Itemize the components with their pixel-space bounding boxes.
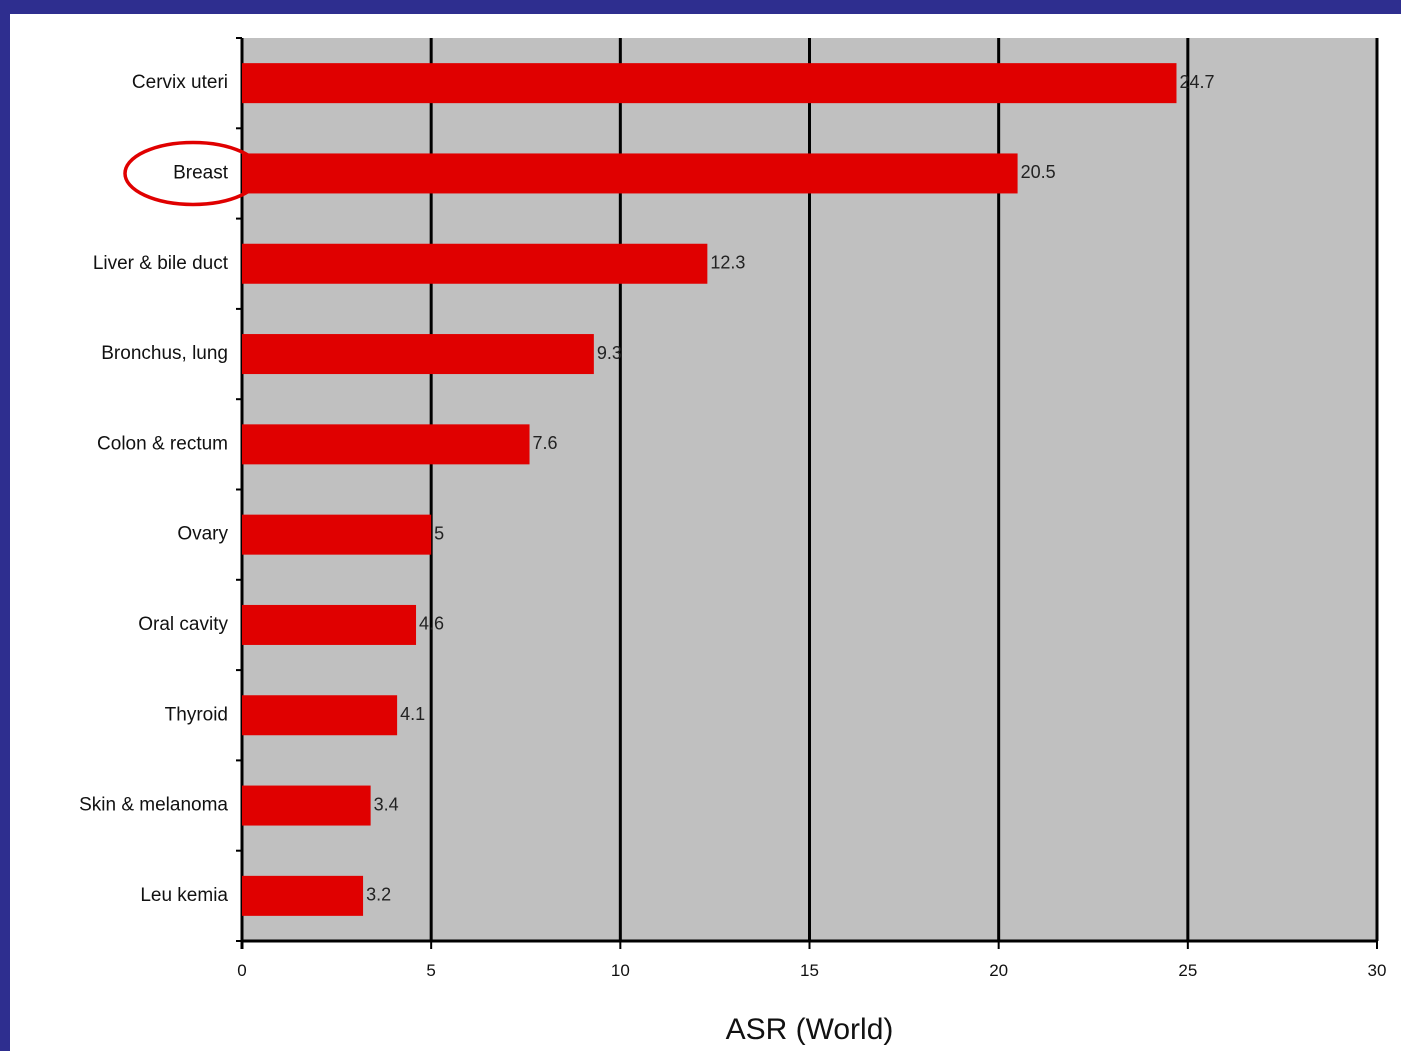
category-label-thyroid: Thyroid — [165, 704, 228, 725]
x-tick-label-15: 15 — [800, 961, 819, 980]
bars — [242, 63, 1177, 916]
value-label-ovary: 5 — [434, 523, 444, 543]
bar-cervix-uteri — [242, 63, 1177, 104]
bar-leu-kemia — [242, 875, 364, 916]
bar-ovary — [242, 514, 432, 555]
category-label-liver-bile-duct: Liver & bile duct — [93, 253, 229, 274]
x-tick-label-25: 25 — [1178, 961, 1197, 980]
x-tick-labels: 0 5 10 15 20 25 30 — [237, 961, 1386, 980]
bar-bronchus-lung — [242, 334, 594, 375]
x-tick-label-10: 10 — [611, 961, 630, 980]
bar-breast — [242, 153, 1018, 194]
category-label-breast: Breast — [173, 162, 229, 183]
category-label-cervix-uteri: Cervix uteri — [132, 72, 228, 93]
bar-liver-bile-duct — [242, 243, 708, 284]
x-tick-label-5: 5 — [426, 961, 435, 980]
x-axis-title: ASR (World) — [726, 1013, 894, 1046]
category-label-skin-melanoma: Skin & melanoma — [79, 795, 228, 816]
category-label-bronchus-lung: Bronchus, lung — [101, 343, 228, 364]
category-label-colon-rectum: Colon & rectum — [97, 433, 228, 454]
value-labels: 24.7 20.5 12.3 9.3 7.6 5 4.6 4.1 3.4 3.2 — [366, 72, 1214, 905]
value-label-skin-melanoma: 3.4 — [374, 794, 399, 814]
value-label-breast: 20.5 — [1021, 162, 1056, 182]
x-tick-label-0: 0 — [237, 961, 246, 980]
category-label-ovary: Ovary — [177, 524, 228, 545]
bar-oral-cavity — [242, 604, 417, 645]
value-label-leu-kemia: 3.2 — [366, 885, 391, 905]
bar-thyroid — [242, 695, 398, 736]
value-label-cervix-uteri: 24.7 — [1179, 72, 1214, 92]
bar-skin-melanoma — [242, 785, 371, 826]
category-label-oral-cavity: Oral cavity — [138, 614, 228, 635]
category-label-leu-kemia: Leu kemia — [140, 885, 228, 906]
bar-colon-rectum — [242, 424, 530, 465]
value-label-liver-bile-duct: 12.3 — [710, 253, 745, 273]
value-label-bronchus-lung: 9.3 — [597, 343, 622, 363]
bar-chart: Cervix uteri Breast Liver & bile duct Bronc… — [79, 37, 1386, 1046]
x-tick-label-30: 30 — [1368, 961, 1387, 980]
value-label-oral-cavity: 4.6 — [419, 614, 444, 634]
value-label-colon-rectum: 7.6 — [533, 433, 558, 453]
chart-frame: Cervix uteri Breast Liver & bile duct Bronc… — [10, 14, 1401, 1051]
highlight-ring — [123, 140, 263, 207]
x-tick-label-20: 20 — [989, 961, 1008, 980]
value-label-thyroid: 4.1 — [400, 704, 425, 724]
category-labels: Cervix uteri Breast Liver & bile duct Bronc… — [79, 72, 229, 906]
